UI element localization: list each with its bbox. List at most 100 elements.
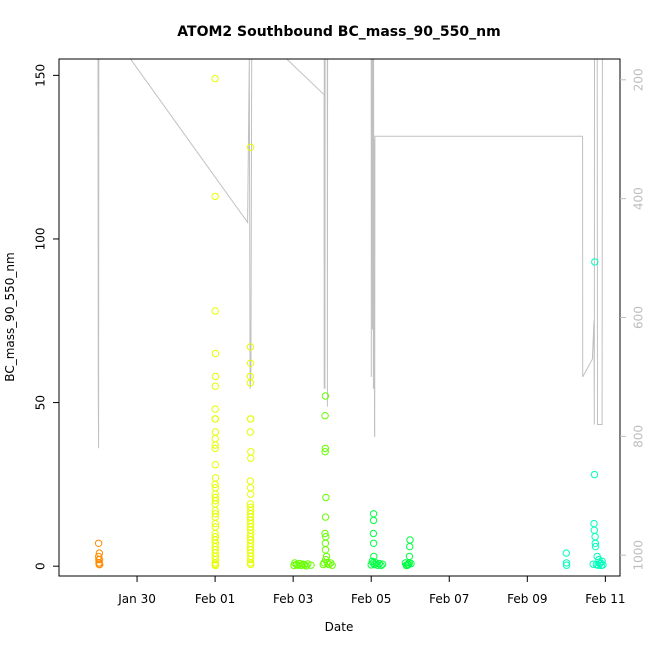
- data-point-series-2: [211, 480, 219, 489]
- x-tick-label: Jan 30: [117, 592, 156, 606]
- data-point-series-3: [304, 560, 312, 568]
- data-point-series-4: [368, 557, 376, 565]
- data-point-series-2: [211, 461, 220, 469]
- data-point-series-2: [246, 343, 255, 351]
- data-point-series-5: [598, 557, 606, 565]
- data-point-series-2: [211, 497, 220, 505]
- data-point-series-4: [406, 536, 414, 544]
- data-point-series-2: [211, 415, 220, 423]
- data-point-series-2: [211, 444, 219, 453]
- x-tick-label: Feb 07: [429, 592, 469, 606]
- y-tick-label: 0: [34, 562, 48, 570]
- altitude-trace-layer: [97, 58, 603, 449]
- data-point-series-4: [369, 516, 378, 525]
- secondary-y-axis: 200 400 600 800 1000: [620, 68, 646, 570]
- data-point-series-2: [247, 490, 255, 498]
- data-point-series-3: [302, 562, 310, 570]
- data-point-series-2: [246, 428, 255, 436]
- data-point-series-3: [328, 561, 336, 569]
- x-axis: Jan 30 Feb 01 Feb 03 Feb 05 Feb 07 Feb 09 Feb …: [117, 576, 626, 606]
- y2-tick-label: 200: [632, 68, 646, 91]
- data-point-series-2: [211, 372, 220, 381]
- data-point-series-5: [599, 561, 607, 569]
- data-point-series-1: [96, 560, 104, 569]
- y2-tick-label: 1000: [632, 540, 646, 571]
- y-tick-label: 50: [34, 395, 48, 410]
- data-point-series-4: [377, 561, 385, 570]
- data-point-series-5: [594, 561, 602, 569]
- data-point-series-5: [591, 539, 599, 547]
- data-point-series-2: [247, 448, 255, 456]
- data-point-series-2: [211, 441, 220, 449]
- data-point-series-2: [211, 349, 220, 358]
- chart-title: ATOM2 Southbound BC_mass_90_550_nm: [177, 24, 500, 40]
- data-point-series-3: [307, 561, 315, 569]
- data-point-series-3: [321, 448, 329, 456]
- data-point-series-3: [321, 539, 330, 547]
- data-point-series-3: [320, 559, 328, 567]
- data-point-series-1: [95, 555, 104, 564]
- data-point-series-2: [246, 359, 255, 367]
- data-point-series-5: [590, 519, 598, 528]
- data-point-series-4: [369, 529, 378, 538]
- altitude-line: [97, 58, 603, 449]
- data-point-series-2: [211, 74, 219, 83]
- data-point-series-2: [211, 561, 220, 570]
- y-axis-label: BC_mass_90_550_nm: [3, 252, 17, 381]
- data-point-series-4: [403, 561, 411, 570]
- data-point-series-5: [590, 470, 599, 479]
- data-point-series-3: [321, 513, 330, 521]
- data-point-series-2: [211, 428, 220, 436]
- data-point-series-2: [247, 454, 255, 462]
- data-point-series-2: [247, 415, 255, 423]
- data-point-series-1: [94, 539, 103, 547]
- data-point-series-5: [562, 559, 571, 567]
- data-point-series-2: [211, 474, 220, 482]
- data-point-series-4: [369, 510, 378, 518]
- data-point-series-2: [211, 510, 220, 518]
- data-point-series-5: [591, 542, 600, 551]
- data-point-series-4: [369, 539, 378, 547]
- data-point-series-3: [321, 444, 329, 453]
- data-point-series-2: [211, 519, 220, 528]
- x-tick-label: Feb 03: [273, 592, 313, 606]
- data-point-series-4: [404, 560, 413, 569]
- data-point-series-4: [367, 561, 375, 569]
- data-point-series-5: [589, 560, 597, 568]
- x-tick-label: Feb 11: [585, 592, 625, 606]
- data-point-series-2: [246, 143, 255, 152]
- data-point-series-2: [211, 192, 219, 201]
- data-point-series-2: [246, 484, 255, 492]
- x-tick-label: Feb 05: [351, 592, 391, 606]
- x-tick-label: Feb 01: [195, 592, 235, 606]
- data-point-series-5: [591, 533, 599, 541]
- data-point-series-5: [562, 561, 571, 569]
- data-point-series-2: [246, 555, 255, 564]
- data-point-series-3: [290, 561, 298, 570]
- y2-tick-label: 400: [632, 187, 646, 210]
- y-tick-label: 100: [34, 228, 48, 251]
- data-point-series-2: [246, 379, 255, 387]
- data-point-series-2: [211, 405, 219, 413]
- y-tick-label: 150: [34, 64, 48, 87]
- x-tick-label: Feb 09: [507, 592, 547, 606]
- x-axis-label: Date: [325, 620, 354, 634]
- data-point-series-3: [321, 392, 330, 400]
- data-point-series-2: [211, 382, 220, 390]
- data-point-series-2: [211, 307, 219, 315]
- data-point-series-5: [590, 526, 598, 534]
- data-point-series-2: [246, 477, 255, 485]
- data-point-series-3: [325, 560, 333, 569]
- data-point-series-3: [319, 560, 327, 569]
- data-point-series-3: [321, 546, 330, 554]
- y2-tick-label: 800: [632, 425, 646, 448]
- y2-tick-label: 600: [632, 306, 646, 329]
- data-point-series-2: [247, 560, 255, 569]
- data-point-series-3: [321, 412, 329, 420]
- data-point-series-4: [378, 560, 387, 568]
- y-axis: 0 50 100 150: [34, 64, 59, 570]
- data-point-series-4: [405, 552, 414, 561]
- data-point-series-5: [591, 258, 599, 266]
